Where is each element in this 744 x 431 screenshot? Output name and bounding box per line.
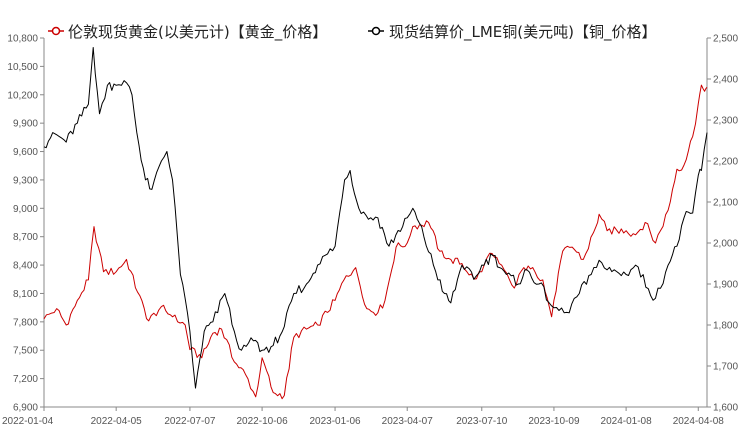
y-left-tick-label: 8,400 [13,261,38,272]
y-right-tick-label: 1,700 [713,362,738,373]
series-line-gold [43,84,708,400]
x-tick-label: 2024-04-08 [673,416,725,427]
y-left-tick-label: 7,200 [13,374,38,385]
y-right-tick-label: 1,900 [713,280,738,291]
y-right-tick-label: 2,200 [713,157,738,168]
series-line-copper [43,47,708,389]
x-tick-label: 2024-01-08 [601,416,653,427]
x-tick-label: 2022-04-05 [91,416,143,427]
y-left-tick-label: 8,100 [13,289,38,300]
y-right-tick-label: 2,000 [713,239,738,250]
legend: 伦敦现货黄金(以美元计)【黄金_价格】 现货结算价_LME铜(美元吨)【铜_价格… [48,23,656,42]
y-right-tick-label: 1,800 [713,321,738,332]
x-tick-label: 2023-01-06 [309,416,361,427]
y-left-tick-label: 10,500 [7,62,38,73]
y-right-tick-label: 2,500 [713,34,738,45]
legend-item-copper[interactable]: 现货结算价_LME铜(美元吨)【铜_价格】 [368,23,656,42]
legend-label-copper: 现货结算价_LME铜(美元吨)【铜_价格】 [389,23,656,42]
x-tick-label: 2023-07-10 [456,416,508,427]
y-left-tick-label: 8,700 [13,232,38,243]
y-left-tick-label: 9,000 [13,204,38,215]
legend-marker-gold [51,26,61,36]
y-left-tick-label: 6,900 [13,403,38,414]
series-lines [43,47,708,400]
y-left-tick-label: 9,900 [13,119,38,130]
y-left-tick-label: 9,300 [13,175,38,186]
y-left-tick-label: 10,800 [7,34,38,45]
legend-item-gold[interactable]: 伦敦现货黄金(以美元计)【黄金_价格】 [48,23,327,42]
y-right-tick-label: 2,400 [713,75,738,86]
x-tick-label: 2023-10-09 [528,416,580,427]
y-left-tick-label: 7,500 [13,346,38,357]
x-tick-label: 2022-07-07 [164,416,216,427]
x-tick-label: 2022-10-06 [237,416,289,427]
legend-marker-copper [371,26,381,36]
x-tick-label: 2022-01-04 [2,416,54,427]
x-tick-label: 2023-04-07 [382,416,434,427]
y-left-tick-label: 7,800 [13,317,38,328]
legend-label-gold: 伦敦现货黄金(以美元计)【黄金_价格】 [68,23,327,42]
y-left-tick-label: 10,200 [7,90,38,101]
axes: 6,900 7,200 7,500 7,800 8,100 8,400 8,700 9,000… [2,34,738,428]
y-right-tick-label: 1,600 [713,403,738,414]
y-left-tick-label: 9,600 [13,147,38,158]
y-right-tick-label: 2,300 [713,116,738,127]
y-right-tick-label: 2,100 [713,198,738,209]
